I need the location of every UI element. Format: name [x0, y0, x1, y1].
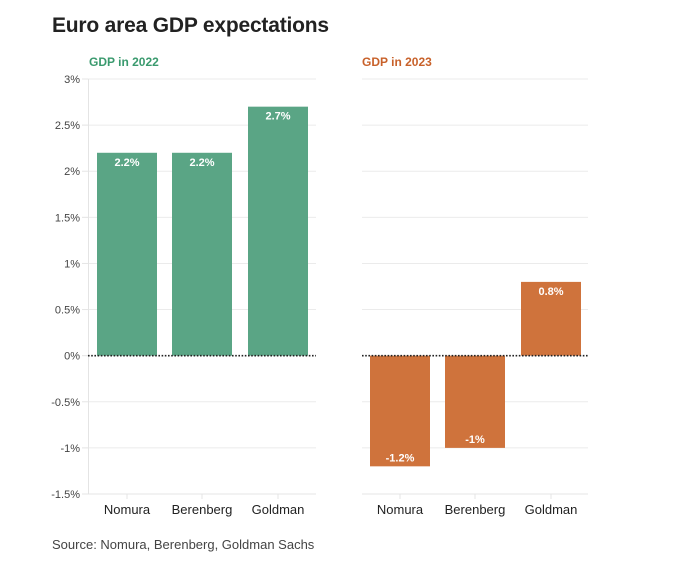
- y-tick-label: 3%: [64, 74, 80, 86]
- panel-gdp-2022: GDP in 2022 3% 2.5% 2% 1.5% 1% 0.5% 0% -0.5% -1% -…: [51, 55, 316, 517]
- y-tick-label: 0.5%: [55, 305, 80, 317]
- data-label: 2.7%: [265, 111, 290, 123]
- x-tick-label: Nomura: [377, 502, 424, 517]
- y-tick-label: 1.5%: [55, 212, 80, 224]
- bar-berenberg: [445, 355, 505, 448]
- y-tick-label: 2.5%: [55, 120, 80, 132]
- bar-goldman: [521, 281, 581, 356]
- y-tick-label: 1%: [64, 258, 80, 270]
- data-label: -1%: [465, 434, 485, 446]
- panel-title: GDP in 2023: [362, 55, 432, 69]
- chart-title: Euro area GDP expectations: [52, 14, 329, 37]
- x-tick-label: Goldman: [525, 502, 578, 517]
- data-label: 2.2%: [189, 157, 214, 169]
- x-tick-label: Berenberg: [172, 502, 233, 517]
- x-tick-label: Goldman: [252, 502, 305, 517]
- y-tick-label: -1%: [60, 443, 80, 455]
- y-tick-label: -1.5%: [51, 489, 80, 501]
- bar-nomura: [370, 355, 430, 467]
- y-tick-label: 2%: [64, 166, 80, 178]
- bar-berenberg: [172, 152, 232, 356]
- y-tick-label: -0.5%: [51, 397, 80, 409]
- bar-goldman: [248, 106, 308, 356]
- bar-nomura: [97, 152, 157, 356]
- panel-title: GDP in 2022: [89, 55, 159, 69]
- x-tick-label: Berenberg: [445, 502, 506, 517]
- source-note: Source: Nomura, Berenberg, Goldman Sachs: [52, 537, 315, 552]
- data-label: -1.2%: [386, 452, 415, 464]
- panel-gdp-2023: GDP in 2023 -1.2% Nomura -1% Berenberg 0.8% Go…: [362, 55, 588, 517]
- data-label: 0.8%: [538, 286, 563, 298]
- data-label: 2.2%: [114, 157, 139, 169]
- x-tick-label: Nomura: [104, 502, 151, 517]
- y-tick-label: 0%: [64, 351, 80, 363]
